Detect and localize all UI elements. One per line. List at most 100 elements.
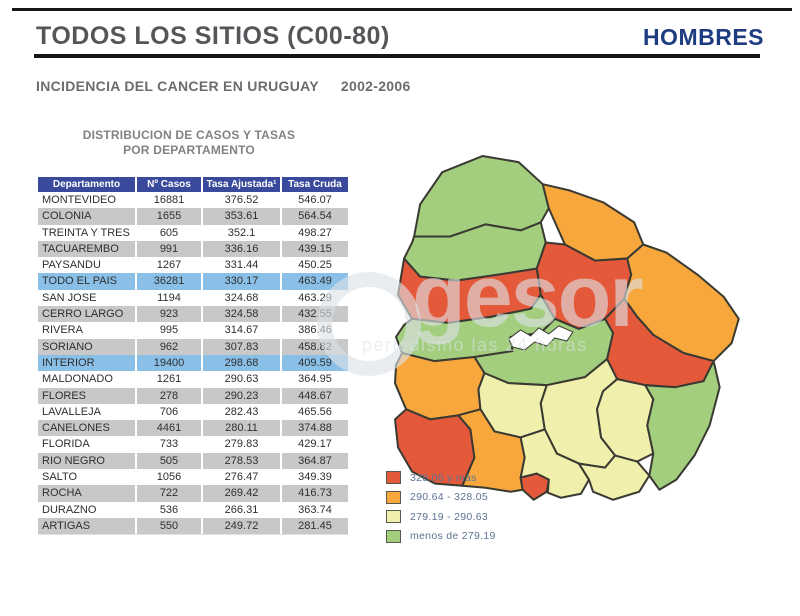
table-cell-casos: 1056 (137, 469, 201, 486)
gender-label: HOMBRES (642, 24, 764, 50)
legend-label: menos de 279.19 (410, 530, 496, 542)
table-caption-line1: DISTRIBUCION DE CASOS Y TASAS (82, 128, 296, 142)
table-cell-casos: 1261 (137, 371, 201, 388)
table-cell-casos: 505 (137, 452, 201, 470)
period-label: 2002-2006 (340, 78, 411, 94)
table-cell-tasa_cruda: 465.56 (282, 403, 348, 421)
table-cell-tasa_cruda: 349.39 (282, 469, 348, 486)
table-row: ARTIGAS 550 249.72 281.45 (38, 517, 348, 535)
table-cell-tasa_ajustada: 336.16 (203, 240, 280, 258)
legend-item: 279.19 - 290.63 (386, 510, 496, 523)
table-cell-departamento: CERRO LARGO (38, 306, 135, 323)
table-cell-tasa_cruda: 374.88 (282, 420, 348, 437)
table-cell-departamento: MONTEVIDEO (38, 192, 135, 209)
legend-swatch-icon (386, 490, 401, 504)
table-cell-tasa_ajustada: 290.63 (203, 371, 280, 388)
table-cell-departamento: LAVALLEJA (38, 403, 135, 421)
table-cell-tasa_cruda: 363.74 (282, 501, 348, 518)
table-row: MONTEVIDEO 16881 376.52 546.07 (38, 192, 348, 209)
table-cell-casos: 991 (137, 240, 201, 258)
table-row: FLORES 278 290.23 448.67 (38, 387, 348, 404)
table-cell-tasa_cruda: 429.17 (282, 436, 348, 453)
map-region-rocha (644, 360, 721, 491)
table-cell-tasa_cruda: 439.15 (282, 240, 348, 258)
top-rule (12, 8, 792, 11)
table-row: CERRO LARGO 923 324.58 432.55 (38, 306, 348, 323)
table-row: MALDONADO 1261 290.63 364.95 (38, 371, 348, 388)
table-cell-tasa_ajustada: 276.47 (203, 469, 280, 486)
table-cell-departamento: FLORIDA (38, 436, 135, 453)
page-title: TODOS LOS SITIOS (C00-80) (36, 22, 390, 50)
table-cell-casos: 536 (137, 501, 201, 518)
table-cell-casos: 962 (137, 338, 201, 355)
table-row: PAYSANDU 1267 331.44 450.25 (38, 257, 348, 274)
table-cell-casos: 4461 (137, 420, 201, 437)
table-cell-tasa_cruda: 564.54 (282, 208, 348, 225)
table-cell-tasa_ajustada: 280.11 (203, 420, 280, 437)
table-cell-tasa_cruda: 450.25 (282, 257, 348, 274)
table-cell-casos: 19400 (137, 354, 201, 372)
table-cell-tasa_cruda: 432.55 (282, 306, 348, 323)
table-cell-tasa_ajustada: 376.52 (203, 192, 280, 209)
table-cell-tasa_ajustada: 249.72 (203, 517, 280, 535)
table-row: DURAZNO 536 266.31 363.74 (38, 501, 348, 518)
legend-item: 328.06 y más (386, 471, 496, 484)
table-cell-tasa_ajustada: 331.44 (203, 257, 280, 274)
map-region-maldonado (577, 454, 651, 501)
table-body: MONTEVIDEO 16881 376.52 546.07 COLONIA 1655 35… (38, 192, 348, 535)
map-reservoir-rio-negro (508, 325, 574, 351)
table-cell-tasa_cruda: 498.27 (282, 224, 348, 241)
table-cell-departamento: TREINTA Y TRES (38, 224, 135, 241)
table-cell-casos: 605 (137, 224, 201, 241)
table-cell-departamento: SORIANO (38, 338, 135, 355)
table-cell-departamento: SALTO (38, 469, 135, 486)
table-cell-departamento: PAYSANDU (38, 257, 135, 274)
table-cell-tasa_cruda: 364.87 (282, 452, 348, 470)
legend-swatch-icon (386, 510, 401, 523)
table-cell-tasa_ajustada: 290.23 (203, 387, 280, 404)
table-cell-departamento: ARTIGAS (38, 517, 135, 535)
table-cell-departamento: SAN JOSE (38, 289, 135, 307)
table-cell-departamento: TACUAREMBO (38, 240, 135, 258)
column-header: Tasa Cruda (282, 177, 348, 192)
table-cell-tasa_cruda: 458.82 (282, 338, 348, 355)
table-cell-tasa_cruda: 281.45 (282, 517, 348, 535)
map-legend: 328.06 y más 290.64 - 328.05 279.19 - 290.… (386, 471, 496, 549)
table-cell-casos: 923 (137, 306, 201, 323)
departments-table: Departamento Nº Casos Tasa Ajustada¹ Tasa C… (38, 177, 348, 536)
report-subtitle: INCIDENCIA DEL CANCER EN URUGUAY 2002-200… (36, 78, 411, 94)
table-cell-tasa_cruda: 546.07 (282, 192, 348, 209)
table-cell-tasa_ajustada: 282.43 (203, 403, 280, 421)
table-cell-departamento: INTERIOR (38, 354, 135, 372)
table-cell-departamento: RIO NEGRO (38, 452, 135, 470)
legend-swatch-icon (386, 471, 401, 484)
subtitle-text: INCIDENCIA DEL CANCER EN URUGUAY (36, 78, 319, 94)
table-cell-tasa_cruda: 386.46 (282, 322, 348, 339)
table-cell-casos: 278 (137, 387, 201, 404)
table-caption-line2: POR DEPARTAMENTO (123, 143, 255, 157)
table-cell-casos: 16881 (137, 192, 201, 209)
table-cell-tasa_ajustada: 330.17 (203, 273, 280, 290)
table-cell-departamento: RIVERA (38, 322, 135, 339)
column-header: Tasa Ajustada¹ (203, 177, 280, 192)
table-cell-casos: 36281 (137, 273, 201, 290)
table-header-row: Departamento Nº Casos Tasa Ajustada¹ Tasa C… (38, 177, 348, 192)
table-cell-departamento: DURAZNO (38, 501, 135, 518)
table-cell-departamento: TODO EL PAIS (38, 273, 135, 290)
table-row: CANELONES 4461 280.11 374.88 (38, 420, 348, 437)
table-row: ROCHA 722 269.42 416.73 (38, 485, 348, 502)
legend-item: 290.64 - 328.05 (386, 490, 496, 504)
table-cell-casos: 706 (137, 403, 201, 421)
table-cell-tasa_cruda: 463.49 (282, 273, 348, 290)
table-cell-tasa_ajustada: 324.58 (203, 306, 280, 323)
table-cell-tasa_ajustada: 298.68 (203, 354, 280, 372)
table-cell-departamento: COLONIA (38, 208, 135, 225)
table-row: LAVALLEJA 706 282.43 465.56 (38, 403, 348, 421)
table-row: FLORIDA 733 279.83 429.17 (38, 436, 348, 453)
table-row: SAN JOSE 1194 324.68 463.29 (38, 289, 348, 307)
legend-label: 279.19 - 290.63 (410, 510, 489, 523)
table-row: TODO EL PAIS 36281 330.17 463.49 (38, 273, 348, 290)
table-cell-tasa_ajustada: 352.1 (203, 224, 280, 241)
table-row: RIVERA 995 314.67 386.46 (38, 322, 348, 339)
table-cell-tasa_ajustada: 278.53 (203, 452, 280, 470)
